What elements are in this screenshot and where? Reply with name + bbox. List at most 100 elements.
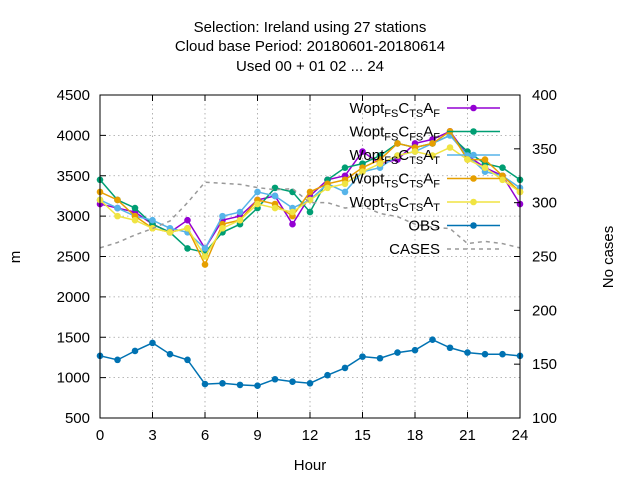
data-point	[236, 216, 244, 224]
data-point	[271, 375, 279, 383]
legend-marker	[470, 128, 477, 135]
y2-tick-label: 300	[532, 195, 557, 212]
data-point	[166, 350, 174, 358]
series-obs-5	[96, 336, 524, 390]
legend-item: OBS	[408, 218, 500, 235]
data-point	[236, 381, 244, 389]
y2-tick-label: 250	[532, 249, 557, 266]
title-line-1: Selection: Ireland using 27 stations	[194, 19, 427, 36]
series-layer	[96, 128, 524, 390]
data-point	[341, 164, 349, 171]
data-point	[131, 204, 139, 212]
y-tick-label: 4000	[57, 127, 90, 144]
data-point	[289, 378, 296, 385]
y-tick-label: 1000	[57, 370, 90, 387]
data-point	[376, 354, 384, 362]
data-point	[184, 224, 191, 232]
legend-label: CASES	[389, 241, 440, 258]
data-point	[201, 380, 209, 388]
data-point	[394, 349, 401, 356]
title-line-3: Used 00 + 01 02 ... 24	[236, 58, 384, 75]
data-point	[324, 184, 331, 192]
data-point	[184, 245, 191, 252]
data-point	[236, 208, 244, 216]
x-tick-label: 3	[148, 427, 156, 444]
data-point	[464, 349, 471, 356]
data-point	[394, 152, 401, 159]
legend-label: WoptFSCTSAT	[350, 147, 441, 167]
x-tick-label: 21	[459, 427, 476, 444]
data-point	[219, 212, 226, 220]
x-tick-label: 18	[407, 427, 424, 444]
legend-marker	[470, 222, 477, 229]
data-point	[306, 188, 314, 196]
data-point	[359, 353, 366, 360]
legend-marker	[470, 104, 477, 112]
data-point	[429, 152, 436, 159]
data-point	[306, 208, 314, 216]
data-point	[149, 216, 156, 224]
series-line	[99, 181, 521, 249]
data-point	[499, 176, 506, 184]
y-axis-label: m	[7, 251, 24, 264]
x-tick-label: 6	[201, 427, 209, 444]
data-point	[114, 196, 121, 204]
data-point	[481, 156, 489, 163]
data-point	[271, 192, 279, 200]
legend-item: CASES	[389, 241, 500, 258]
data-point	[254, 188, 261, 196]
data-point	[219, 379, 226, 387]
data-point	[254, 382, 261, 390]
y2-tick-label: 150	[532, 356, 557, 373]
data-point	[429, 140, 436, 147]
data-point	[131, 216, 139, 224]
legend-label: WoptTSCTSAF	[350, 171, 441, 191]
data-point	[166, 228, 174, 236]
data-point	[306, 379, 314, 387]
legend-marker	[470, 151, 477, 159]
y-tick-label: 2500	[57, 249, 90, 266]
y2-tick-label: 350	[532, 141, 557, 158]
data-point	[289, 208, 296, 216]
y2-axis-label: No cases	[600, 226, 617, 289]
data-point	[114, 356, 121, 364]
legend-label: OBS	[408, 218, 440, 235]
y-tick-label: 2000	[57, 289, 90, 306]
data-point	[411, 148, 419, 155]
data-point	[201, 245, 209, 252]
data-point	[254, 200, 261, 208]
data-point	[499, 350, 506, 358]
data-point	[184, 216, 191, 224]
data-point	[341, 188, 349, 196]
y-tick-label: 3000	[57, 208, 90, 225]
legend-marker	[470, 198, 477, 206]
data-point	[201, 253, 209, 260]
axes: 0 3 6 9 12 15 18 21 24 500 1000 1500 2000 2500 3000 350…	[57, 87, 557, 444]
data-point	[114, 212, 121, 220]
data-point	[429, 336, 436, 343]
x-tick-label: 9	[253, 427, 261, 444]
data-point	[271, 184, 279, 192]
data-point	[341, 364, 349, 372]
x-tick-label: 15	[354, 427, 371, 444]
data-point	[359, 148, 366, 155]
x-axis-label: Hour	[294, 457, 327, 474]
y2-tick-label: 200	[532, 302, 557, 319]
data-point	[184, 356, 191, 364]
data-point	[376, 160, 384, 167]
data-point	[446, 344, 454, 352]
data-point	[271, 204, 279, 212]
data-point	[499, 164, 506, 171]
data-point	[464, 156, 471, 163]
y-tick-label: 4500	[57, 87, 90, 104]
data-point	[289, 220, 296, 228]
y2-tick-label: 400	[532, 87, 557, 104]
y-tick-label: 500	[65, 410, 90, 427]
data-point	[114, 204, 121, 212]
legend-item: WoptTSCTSAT	[350, 194, 500, 214]
data-point	[149, 339, 156, 347]
data-point	[446, 144, 454, 151]
y-tick-label: 3500	[57, 168, 90, 185]
chart-title: Selection: Ireland using 27 stations Clo…	[175, 19, 445, 75]
